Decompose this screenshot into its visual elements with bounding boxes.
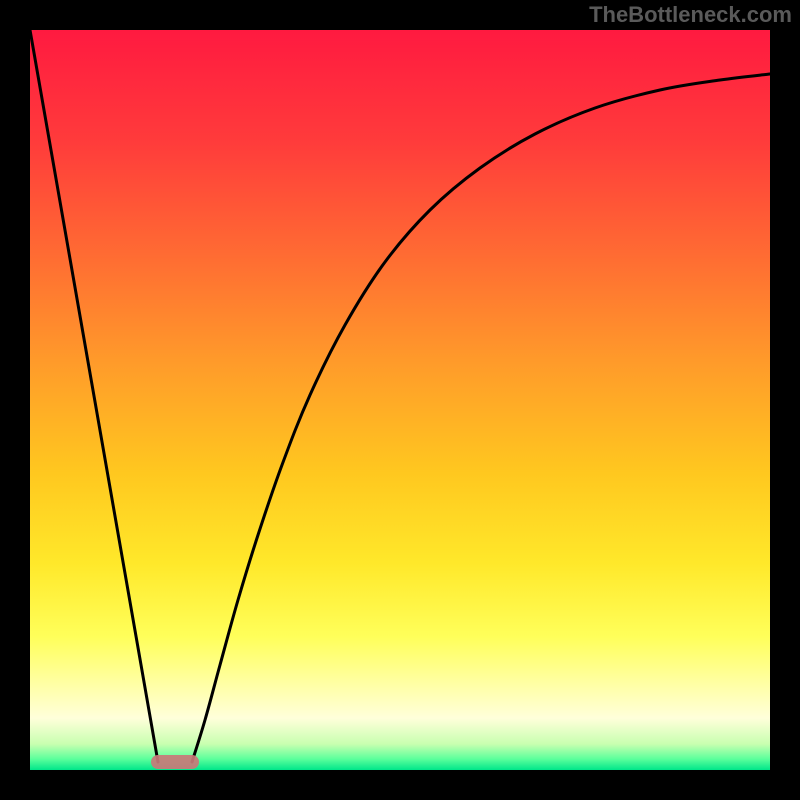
bottleneck-chart (0, 0, 800, 800)
chart-container: TheBottleneck.com (0, 0, 800, 800)
optimal-marker (151, 755, 199, 769)
watermark-text: TheBottleneck.com (589, 2, 792, 28)
